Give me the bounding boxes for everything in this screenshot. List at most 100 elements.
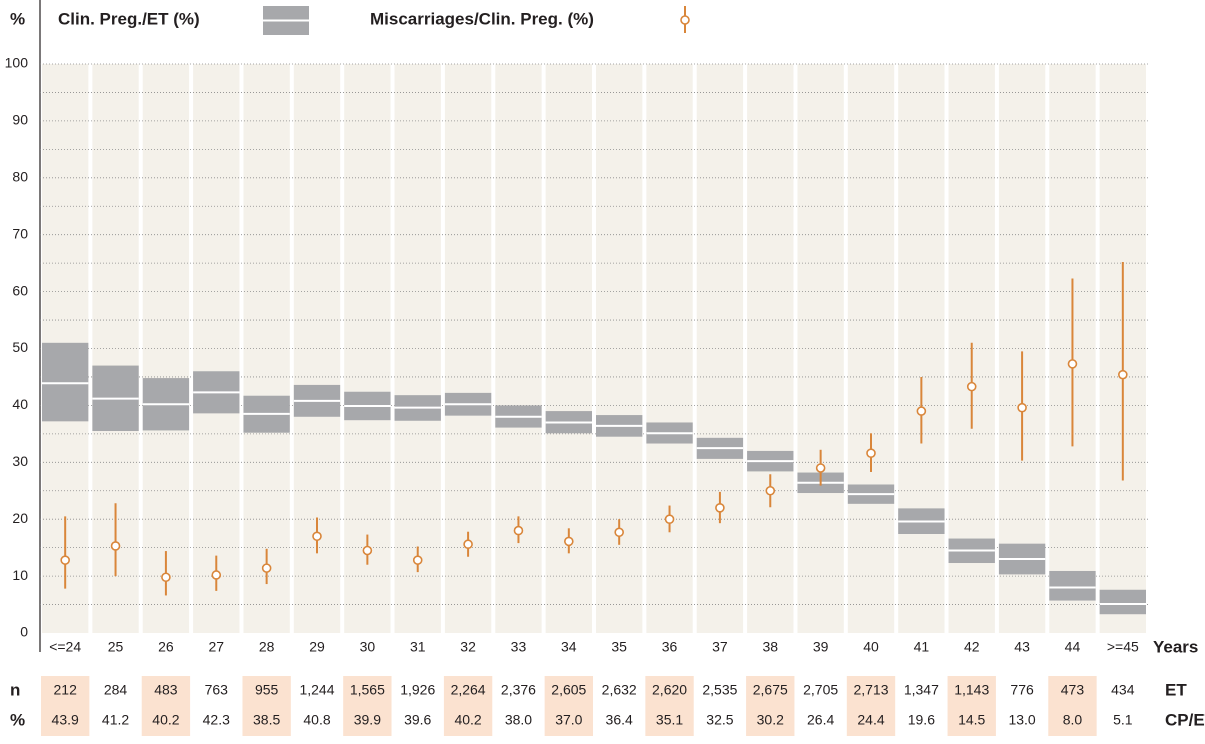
table-cell-highlight xyxy=(746,676,795,736)
table-cell: 2,535 xyxy=(702,682,737,698)
x-tick-label: 39 xyxy=(813,639,829,655)
error-point xyxy=(312,531,322,542)
y-tick-label: 0 xyxy=(20,624,28,640)
error-point xyxy=(60,555,70,565)
x-tick-label: 40 xyxy=(863,639,879,655)
table-cell: 1,244 xyxy=(299,682,334,698)
error-point xyxy=(161,572,171,583)
row-label: n xyxy=(10,680,20,699)
legend-error-icon xyxy=(680,6,690,33)
table-cell: 13.0 xyxy=(1008,712,1035,728)
x-tick-label: 41 xyxy=(914,639,930,655)
table-cell: 40.2 xyxy=(152,712,179,728)
y-tick-label: 50 xyxy=(12,339,28,355)
error-point xyxy=(412,555,423,565)
table-cell: 2,605 xyxy=(551,682,586,698)
error-point xyxy=(564,536,574,547)
error-point xyxy=(1118,369,1128,380)
table-cell: 37.0 xyxy=(555,712,582,728)
table-cell-highlight xyxy=(242,676,291,736)
table-cell-highlight xyxy=(1048,676,1097,736)
y-tick-label: 80 xyxy=(12,169,28,185)
table-cell: 32.5 xyxy=(706,712,733,728)
table-cell: 19.6 xyxy=(908,712,935,728)
row-label: % xyxy=(10,710,25,729)
error-point xyxy=(211,570,222,580)
error-point xyxy=(966,381,977,392)
table-cell: 2,705 xyxy=(803,682,838,698)
legend-box-icon xyxy=(263,6,309,35)
x-tick-label: 29 xyxy=(309,639,325,655)
x-tick-label: 30 xyxy=(360,639,376,655)
table-cell-highlight xyxy=(846,676,896,736)
x-tick-label: 42 xyxy=(964,639,980,655)
table-cell: 24.4 xyxy=(857,712,884,728)
table-cell: 43.9 xyxy=(52,712,79,728)
table-cell: 42.3 xyxy=(203,712,230,728)
table-cell: 14.5 xyxy=(958,712,985,728)
table-cell: 776 xyxy=(1010,682,1034,698)
table-cell: 40.2 xyxy=(454,712,481,728)
table-cell: 2,264 xyxy=(451,682,486,698)
row-unit: CP/ET xyxy=(1165,710,1205,729)
column-panel xyxy=(696,64,744,633)
x-tick-label: 35 xyxy=(611,639,627,655)
y-axis-label: % xyxy=(10,9,25,28)
y-tick-label: 60 xyxy=(12,282,28,298)
y-tick-label: 20 xyxy=(12,510,28,526)
x-tick-label: 25 xyxy=(108,639,124,655)
x-tick-label: <=24 xyxy=(49,639,81,655)
x-tick-label: 43 xyxy=(1014,639,1030,655)
x-tick-label: 36 xyxy=(662,639,678,655)
table-cell-highlight xyxy=(443,676,493,736)
error-point xyxy=(866,448,876,458)
table-cell: 40.8 xyxy=(303,712,330,728)
table-cell: 41.2 xyxy=(102,712,129,728)
x-tick-label: 27 xyxy=(208,639,224,655)
x-axis-label: Years xyxy=(1153,637,1198,656)
error-point xyxy=(765,485,776,496)
x-tick-label: 44 xyxy=(1065,639,1081,655)
table-cell: 1,347 xyxy=(904,682,939,698)
table-cell: 483 xyxy=(154,682,178,698)
error-point xyxy=(664,514,675,525)
error-point xyxy=(261,563,272,573)
table-cell: 1,926 xyxy=(400,682,435,698)
table-cell: 8.0 xyxy=(1063,712,1083,728)
table-cell: 2,632 xyxy=(602,682,637,698)
table-cell: 2,620 xyxy=(652,682,687,698)
y-tick-label: 30 xyxy=(12,453,28,469)
error-point xyxy=(715,503,725,513)
table-cell: 2,713 xyxy=(853,682,888,698)
table-cell-highlight xyxy=(947,676,996,736)
x-tick-label: 26 xyxy=(158,639,174,655)
legend-label: Clin. Preg./ET (%) xyxy=(58,9,200,28)
table-cell-highlight xyxy=(41,676,90,736)
x-tick-label: 32 xyxy=(460,639,476,655)
error-point xyxy=(1017,402,1027,413)
x-tick-label: 31 xyxy=(410,639,426,655)
error-point xyxy=(110,541,121,551)
ci-box xyxy=(1099,589,1146,615)
error-point xyxy=(362,545,373,556)
error-point xyxy=(513,525,524,536)
table-cell: 212 xyxy=(54,682,78,698)
error-point xyxy=(463,539,473,550)
y-tick-label: 70 xyxy=(12,225,28,241)
error-point xyxy=(1067,359,1078,369)
table-cell-highlight xyxy=(645,676,694,736)
table-cell: 38.5 xyxy=(253,712,280,728)
table-cell: 1,143 xyxy=(954,682,989,698)
x-tick-label: 28 xyxy=(259,639,275,655)
table-cell-highlight xyxy=(343,676,392,736)
table-cell: 763 xyxy=(205,682,229,698)
column-panel xyxy=(898,64,945,633)
x-tick-label: 33 xyxy=(511,639,527,655)
x-tick-label: >=45 xyxy=(1107,639,1139,655)
ci-box xyxy=(1049,570,1096,601)
y-tick-label: 90 xyxy=(12,112,28,128)
table-cell: 30.2 xyxy=(757,712,784,728)
legend-label: Miscarriages/Clin. Preg. (%) xyxy=(370,9,594,28)
table-cell: 2,675 xyxy=(753,682,788,698)
